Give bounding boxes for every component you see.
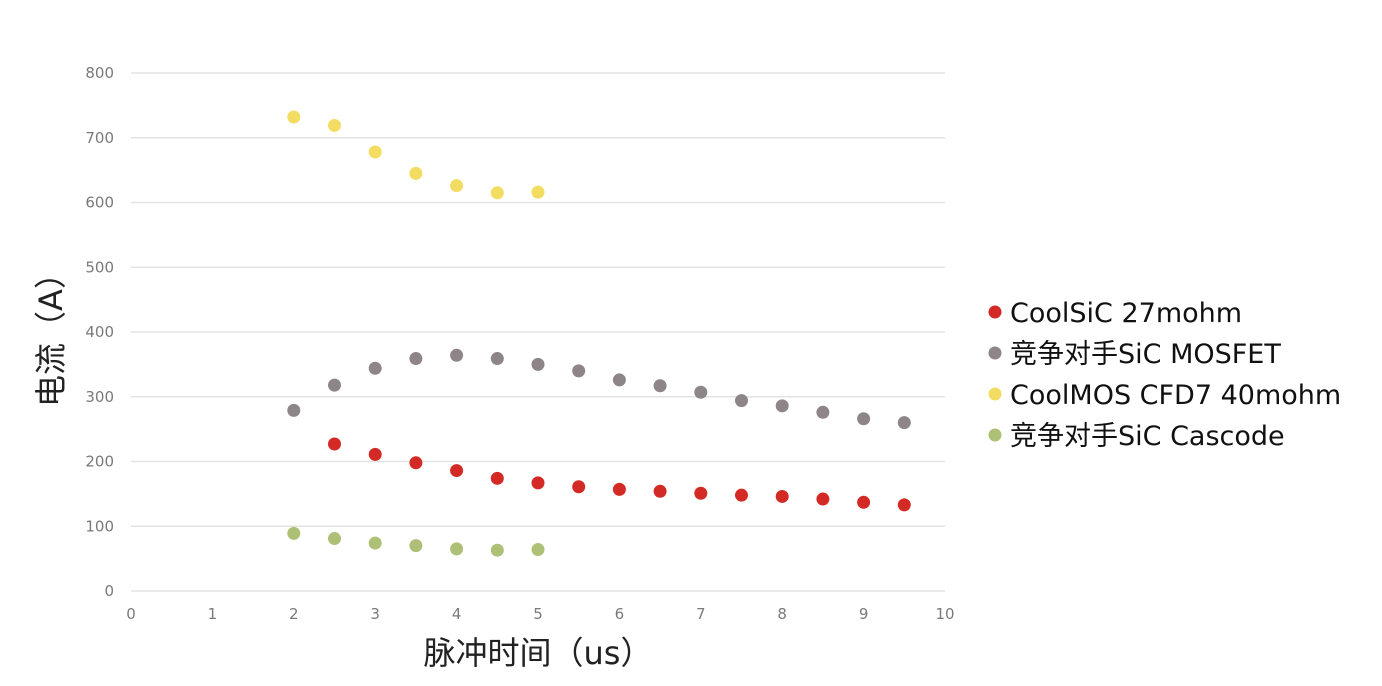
- x-tick-label: 5: [533, 605, 543, 623]
- series-2: [287, 110, 545, 200]
- data-point: [328, 437, 341, 451]
- data-point: [287, 110, 301, 124]
- legend-label: 竞争对手SiC MOSFET: [1010, 339, 1281, 370]
- series-1: [287, 348, 911, 430]
- y-axis-ticks: 0 100 200 300 400 500 600 700 800: [85, 64, 114, 600]
- data-point: [816, 405, 830, 419]
- data-point: [694, 486, 708, 500]
- data-point: [368, 536, 382, 550]
- y-axis-title: 电流（A）: [32, 257, 70, 407]
- x-tick-label: 0: [126, 605, 136, 623]
- x-tick-label: 7: [696, 605, 706, 623]
- data-point: [490, 352, 504, 366]
- y-tick-label: 700: [85, 129, 114, 147]
- y-tick-label: 100: [85, 517, 114, 535]
- y-tick-label: 800: [85, 64, 114, 82]
- data-point: [450, 348, 464, 362]
- legend-label: CoolMOS CFD7 40mohm: [1010, 380, 1341, 411]
- data-point: [775, 489, 789, 503]
- data-point: [694, 385, 708, 399]
- data-point: [775, 399, 789, 413]
- data-point: [857, 412, 871, 426]
- data-point: [816, 492, 830, 506]
- data-point: [328, 532, 341, 546]
- data-point: [409, 539, 423, 553]
- x-tick-label: 3: [370, 605, 380, 623]
- data-point: [531, 476, 545, 490]
- data-point: [490, 543, 504, 557]
- data-point: [490, 471, 504, 485]
- y-tick-label: 200: [85, 453, 114, 471]
- legend-marker: [988, 428, 1002, 442]
- data-point: [328, 378, 341, 392]
- data-point: [653, 484, 667, 498]
- x-tick-label: 10: [935, 605, 954, 623]
- legend-label: CoolSiC 27mohm: [1010, 298, 1242, 329]
- gridlines: [131, 72, 945, 592]
- data-point: [409, 166, 423, 180]
- legend-item: CoolSiC 27mohm: [988, 298, 1242, 329]
- x-tick-label: 1: [208, 605, 218, 623]
- data-point: [450, 542, 464, 556]
- y-tick-label: 0: [104, 582, 114, 600]
- data-point: [612, 373, 626, 387]
- data-point: [368, 145, 382, 159]
- data-points: [287, 110, 911, 557]
- data-point: [368, 361, 382, 375]
- data-point: [450, 179, 464, 193]
- data-point: [531, 357, 545, 371]
- data-point: [612, 482, 626, 496]
- data-point: [572, 480, 586, 494]
- data-point: [572, 364, 586, 378]
- y-tick-label: 600: [85, 194, 114, 212]
- y-tick-label: 300: [85, 388, 114, 406]
- legend-marker: [988, 387, 1002, 401]
- data-point: [735, 488, 748, 502]
- data-point: [735, 394, 748, 408]
- legend-marker: [988, 346, 1002, 360]
- data-point: [287, 526, 301, 540]
- data-point: [450, 464, 464, 478]
- legend: CoolSiC 27mohm 竞争对手SiC MOSFET CoolMOS CFD7…: [988, 298, 1341, 452]
- data-point: [490, 186, 504, 200]
- y-tick-label: 500: [85, 258, 114, 276]
- data-point: [287, 403, 301, 417]
- x-axis-title: 脉冲时间（us）: [424, 634, 653, 672]
- data-point: [531, 185, 545, 199]
- x-tick-label: 6: [615, 605, 625, 623]
- legend-item: CoolMOS CFD7 40mohm: [988, 380, 1341, 411]
- x-tick-label: 8: [777, 605, 787, 623]
- data-point: [653, 379, 667, 393]
- data-point: [368, 447, 382, 461]
- data-point: [897, 498, 911, 512]
- legend-marker: [988, 305, 1002, 319]
- series-0: [328, 437, 911, 512]
- data-point: [328, 118, 341, 132]
- x-tick-label: 4: [452, 605, 462, 623]
- y-tick-label: 400: [85, 323, 114, 341]
- legend-item: 竞争对手SiC MOSFET: [988, 339, 1281, 370]
- data-point: [857, 495, 871, 509]
- x-tick-label: 2: [289, 605, 299, 623]
- data-point: [897, 416, 911, 430]
- legend-label: 竞争对手SiC Cascode: [1010, 421, 1285, 452]
- x-tick-label: 9: [859, 605, 869, 623]
- legend-item: 竞争对手SiC Cascode: [988, 421, 1285, 452]
- data-point: [409, 456, 423, 470]
- x-axis-ticks: 0 1 2 3 4 5 6 7 8 9 10: [126, 605, 954, 623]
- data-point: [409, 352, 423, 366]
- series-3: [287, 526, 545, 557]
- data-point: [531, 543, 545, 557]
